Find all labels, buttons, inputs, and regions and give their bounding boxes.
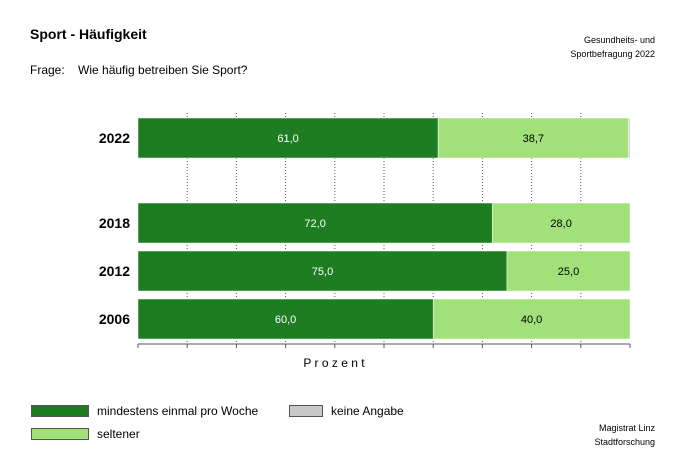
legend-swatch-rarely — [31, 428, 89, 440]
source-line-1: Gesundheits- und — [583, 35, 655, 45]
legend-item-no-answer: keine Angabe — [289, 404, 404, 418]
legend-label-no-answer: keine Angabe — [331, 404, 404, 418]
footer-note: Magistrat Linz Stadtforschung — [594, 421, 655, 449]
bar-chart: 61,0 38,7 2022 72,0 28,0 2018 75,0 25,0 2012 60,0… — [99, 113, 631, 370]
bar-2006-series-2 — [432, 298, 631, 340]
bar-2012-series-2 — [506, 250, 631, 292]
question-text: Wie häufig betreiben Sie Sport? — [78, 63, 248, 77]
footer-line-2: Stadtforschung — [594, 437, 655, 447]
bar-2022-series-1 — [137, 117, 439, 159]
category-label-2012: 2012 — [99, 263, 130, 279]
legend-swatch-weekly — [31, 405, 89, 417]
question-label: Frage: — [30, 63, 65, 77]
legend-swatch-no-answer — [289, 405, 323, 417]
source-line-2: Sportbefragung 2022 — [570, 49, 655, 59]
category-label-2006: 2006 — [99, 311, 130, 327]
legend-label-rarely: seltener — [97, 427, 140, 441]
data-label-2022-series-1: 61,0 — [277, 133, 298, 145]
data-label-2018-series-1: 72,0 — [304, 218, 325, 230]
bar-2022-series-3 — [628, 117, 631, 159]
legend-label-weekly: mindestens einmal pro Woche — [97, 404, 259, 418]
chart-title: Sport - Häufigkeit — [30, 26, 147, 42]
data-label-2006-series-2: 40,0 — [521, 314, 542, 326]
footer-line-1: Magistrat Linz — [598, 423, 655, 433]
question: Frage: Wie häufig betreiben Sie Sport? — [30, 63, 247, 77]
data-label-2022-series-2: 38,7 — [523, 133, 544, 145]
data-label-2012-series-1: 75,0 — [312, 266, 333, 278]
bar-2018-series-1 — [137, 202, 493, 244]
x-axis-label: P r o z e n t — [303, 356, 365, 370]
bar-2018-series-2 — [491, 202, 631, 244]
bar-2022-series-2 — [437, 117, 629, 159]
bar-2006-series-1 — [137, 298, 434, 340]
source-note: Gesundheits- und Sportbefragung 2022 — [570, 33, 655, 61]
legend-item-rarely: seltener — [31, 427, 140, 441]
data-label-2006-series-1: 60,0 — [275, 314, 296, 326]
bar-2012-series-1 — [137, 250, 508, 292]
legend-item-weekly: mindestens einmal pro Woche — [31, 404, 258, 418]
data-label-2012-series-2: 25,0 — [558, 266, 579, 278]
data-label-2018-series-2: 28,0 — [550, 218, 571, 230]
category-label-2018: 2018 — [99, 215, 130, 231]
category-label-2022: 2022 — [99, 130, 130, 146]
